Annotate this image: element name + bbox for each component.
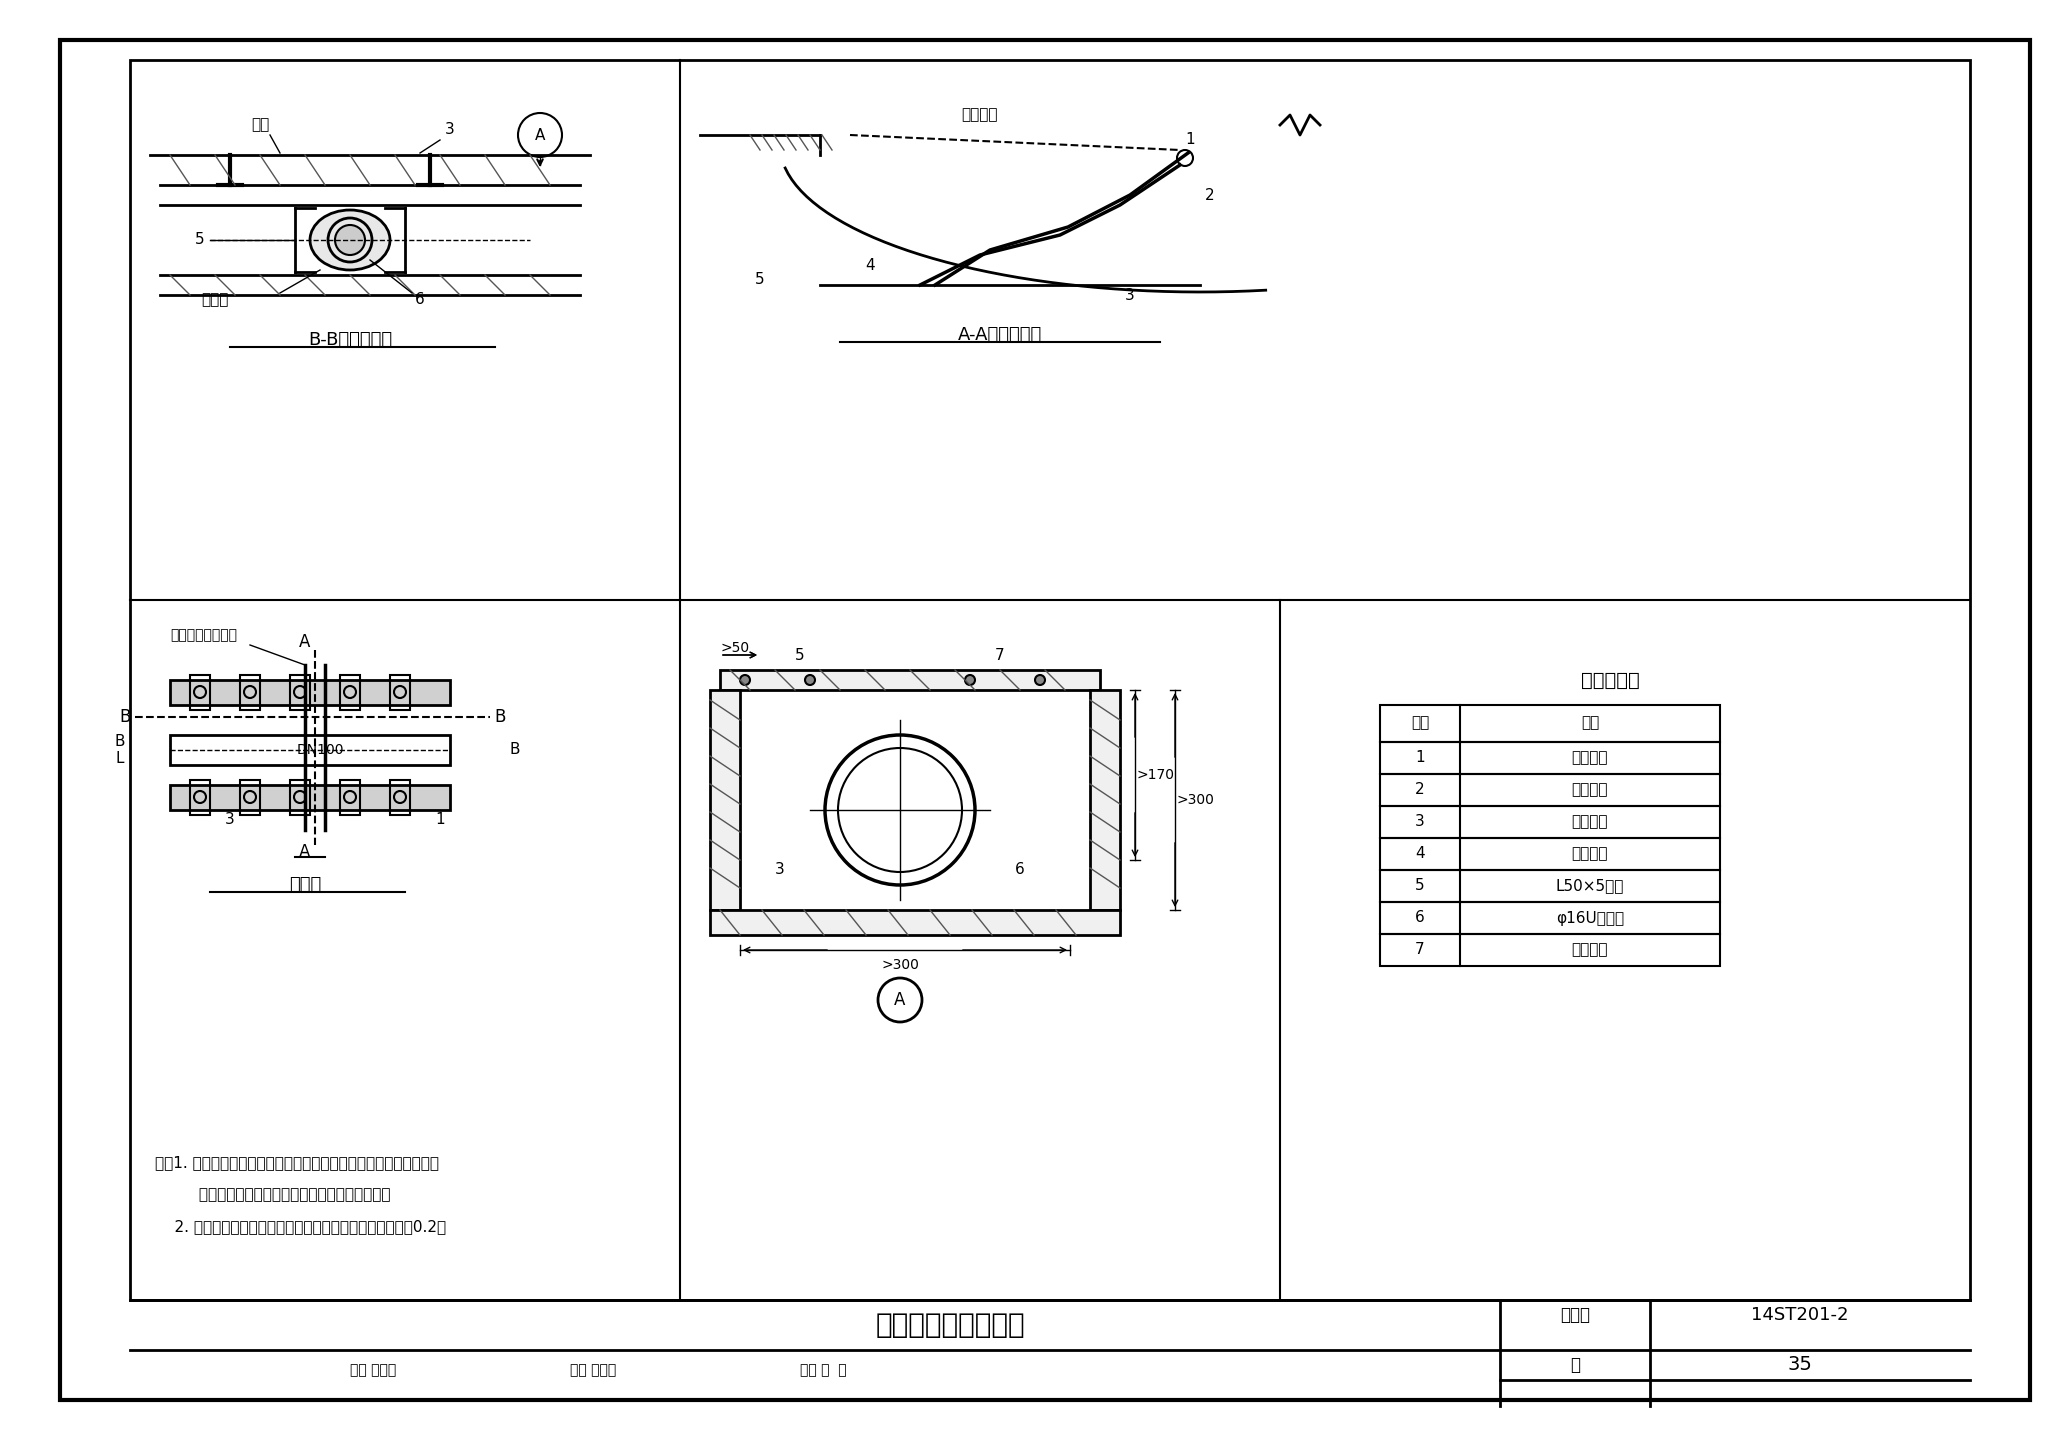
Text: 3: 3 bbox=[774, 862, 784, 878]
Circle shape bbox=[336, 226, 365, 254]
Text: 膨胀螺栓: 膨胀螺栓 bbox=[1571, 943, 1608, 957]
Text: 接区间消防连通管: 接区间消防连通管 bbox=[170, 628, 238, 642]
Text: 平面图: 平面图 bbox=[289, 876, 322, 894]
Bar bbox=[240, 779, 260, 816]
Text: 名称: 名称 bbox=[1581, 716, 1599, 730]
Ellipse shape bbox=[309, 210, 389, 270]
Text: 1: 1 bbox=[1415, 750, 1425, 765]
Text: 4: 4 bbox=[1415, 846, 1425, 862]
Text: 7: 7 bbox=[995, 648, 1006, 662]
Text: B-B剖面放大图: B-B剖面放大图 bbox=[307, 331, 391, 348]
Text: 35: 35 bbox=[1788, 1355, 1812, 1375]
Text: 轨道: 轨道 bbox=[250, 117, 268, 133]
Text: 5: 5 bbox=[195, 233, 205, 247]
Bar bbox=[711, 910, 1120, 936]
Text: A: A bbox=[299, 843, 311, 860]
Bar bbox=[340, 675, 360, 710]
Text: 编号: 编号 bbox=[1411, 716, 1430, 730]
Bar bbox=[340, 779, 360, 816]
Text: B: B bbox=[494, 709, 506, 726]
Text: >170: >170 bbox=[1137, 768, 1174, 782]
Bar bbox=[1090, 690, 1120, 910]
Text: B: B bbox=[510, 742, 520, 758]
Text: 其在联络通道内的安装位置不能妨碍人员通行。: 其在联络通道内的安装位置不能妨碍人员通行。 bbox=[156, 1187, 391, 1202]
Text: 7: 7 bbox=[1415, 943, 1425, 957]
Text: >300: >300 bbox=[1176, 792, 1214, 807]
Text: 沟槽弯头: 沟槽弯头 bbox=[1571, 846, 1608, 862]
Text: 6: 6 bbox=[416, 292, 424, 308]
Text: A: A bbox=[895, 991, 905, 1009]
Bar bbox=[129, 59, 1970, 1300]
Text: 图集号: 图集号 bbox=[1561, 1306, 1589, 1325]
Text: B
L: B L bbox=[115, 733, 125, 766]
Bar bbox=[190, 779, 211, 816]
Text: >50: >50 bbox=[721, 641, 750, 655]
Text: 2: 2 bbox=[1415, 782, 1425, 798]
Text: 1: 1 bbox=[1186, 133, 1194, 147]
Text: 2. 为防止迷流，过轨水管外壁应喷涂环氧树脂涂料，厚为0.2。: 2. 为防止迷流，过轨水管外壁应喷涂环氧树脂涂料，厚为0.2。 bbox=[156, 1219, 446, 1233]
Text: 1: 1 bbox=[434, 813, 444, 827]
Bar bbox=[170, 735, 451, 765]
Text: 名称对照表: 名称对照表 bbox=[1581, 671, 1638, 690]
Text: 页: 页 bbox=[1571, 1356, 1579, 1374]
Bar bbox=[721, 669, 1100, 690]
Text: 3: 3 bbox=[1415, 814, 1425, 830]
Bar bbox=[240, 675, 260, 710]
Text: 3: 3 bbox=[1124, 288, 1135, 302]
Bar bbox=[190, 675, 211, 710]
Bar bbox=[1380, 934, 1720, 966]
Text: 3: 3 bbox=[225, 813, 236, 827]
Text: A: A bbox=[535, 127, 545, 143]
Bar bbox=[1380, 706, 1720, 742]
Bar bbox=[1380, 774, 1720, 805]
Circle shape bbox=[965, 675, 975, 685]
Text: 6: 6 bbox=[1415, 911, 1425, 925]
Text: 校对 赵际顺: 校对 赵际顺 bbox=[569, 1364, 616, 1377]
Text: A-A剖面放大图: A-A剖面放大图 bbox=[958, 325, 1042, 344]
Text: 5: 5 bbox=[1415, 879, 1425, 894]
Text: 设计 徐  智: 设计 徐 智 bbox=[801, 1364, 846, 1377]
Text: φ16U型管卡: φ16U型管卡 bbox=[1556, 911, 1624, 925]
Circle shape bbox=[1034, 675, 1044, 685]
Text: 3: 3 bbox=[444, 123, 455, 137]
Text: 过轨水管: 过轨水管 bbox=[1571, 814, 1608, 830]
Text: A: A bbox=[299, 633, 311, 651]
Bar bbox=[1380, 742, 1720, 774]
Text: L50×5角钢: L50×5角钢 bbox=[1556, 879, 1624, 894]
Bar bbox=[1380, 839, 1720, 870]
Text: 审核 张先群: 审核 张先群 bbox=[350, 1364, 395, 1377]
Bar bbox=[1380, 902, 1720, 934]
Bar bbox=[170, 785, 451, 810]
Text: 14ST201-2: 14ST201-2 bbox=[1751, 1306, 1849, 1325]
Text: DN100: DN100 bbox=[297, 743, 344, 758]
Bar bbox=[389, 675, 410, 710]
Text: 2: 2 bbox=[1204, 188, 1214, 202]
Circle shape bbox=[739, 675, 750, 685]
Text: 绝缘法兰: 绝缘法兰 bbox=[1571, 782, 1608, 798]
Text: 5: 5 bbox=[795, 648, 805, 662]
Bar bbox=[389, 779, 410, 816]
Text: 设备限界: 设备限界 bbox=[963, 107, 997, 123]
Text: 区间消防过轨管安装: 区间消防过轨管安装 bbox=[874, 1312, 1024, 1339]
Text: B: B bbox=[119, 709, 131, 726]
Text: 5: 5 bbox=[756, 272, 764, 288]
Text: 6: 6 bbox=[1016, 862, 1024, 878]
Text: 预留槽: 预留槽 bbox=[201, 292, 229, 308]
Text: >300: >300 bbox=[881, 959, 920, 972]
Circle shape bbox=[805, 675, 815, 685]
Bar bbox=[170, 680, 451, 706]
Bar bbox=[1380, 870, 1720, 902]
Bar bbox=[711, 690, 739, 910]
Bar bbox=[291, 779, 309, 816]
Bar bbox=[291, 675, 309, 710]
Text: 注：1. 过轨水管在人行平台附近通过结构预留孔洞进入联络通道内，: 注：1. 过轨水管在人行平台附近通过结构预留孔洞进入联络通道内， bbox=[156, 1155, 438, 1170]
Text: 4: 4 bbox=[864, 257, 874, 272]
Text: 消防水管: 消防水管 bbox=[1571, 750, 1608, 765]
Bar bbox=[1380, 805, 1720, 839]
